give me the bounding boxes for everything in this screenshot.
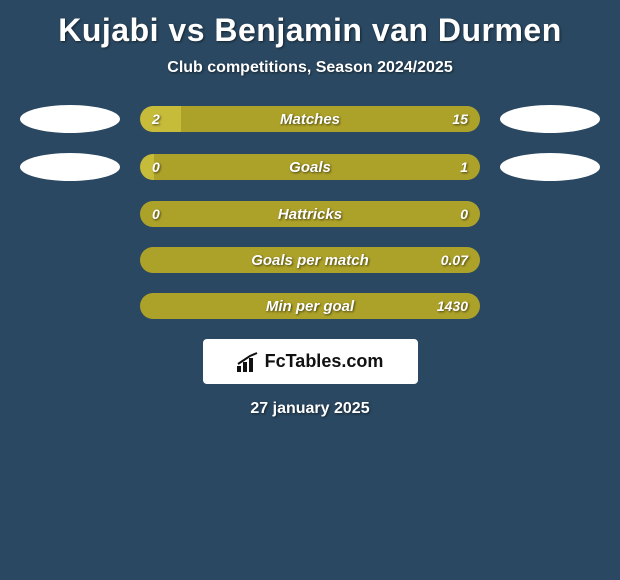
stat-label: Hattricks	[140, 201, 480, 227]
stat-row: 215Matches	[0, 105, 620, 133]
page-title: Kujabi vs Benjamin van Durmen	[0, 0, 620, 49]
left-side	[20, 153, 140, 181]
stat-label: Goals	[140, 154, 480, 180]
stat-row: 0.07Goals per match	[0, 247, 620, 273]
right-oval	[500, 153, 600, 181]
stat-bar: 215Matches	[140, 106, 480, 132]
left-oval	[20, 153, 120, 181]
left-oval	[20, 105, 120, 133]
right-side	[480, 105, 600, 133]
stat-label: Min per goal	[140, 293, 480, 319]
stat-bar: 1430Min per goal	[140, 293, 480, 319]
logo-box: FcTables.com	[203, 339, 418, 384]
stat-row: 01Goals	[0, 153, 620, 181]
stat-row: 00Hattricks	[0, 201, 620, 227]
left-side	[20, 105, 140, 133]
stat-bar: 00Hattricks	[140, 201, 480, 227]
stat-row: 1430Min per goal	[0, 293, 620, 319]
subtitle: Club competitions, Season 2024/2025	[0, 59, 620, 77]
date-label: 27 january 2025	[0, 400, 620, 418]
stat-label: Matches	[140, 106, 480, 132]
stat-label: Goals per match	[140, 247, 480, 273]
right-side	[480, 153, 600, 181]
stat-bar: 0.07Goals per match	[140, 247, 480, 273]
stats-container: 215Matches 01Goals 00Hattricks 0.07Goals pe…	[0, 105, 620, 319]
logo-text: FcTables.com	[265, 351, 384, 372]
chart-icon	[237, 352, 259, 372]
stat-bar: 01Goals	[140, 154, 480, 180]
right-oval	[500, 105, 600, 133]
